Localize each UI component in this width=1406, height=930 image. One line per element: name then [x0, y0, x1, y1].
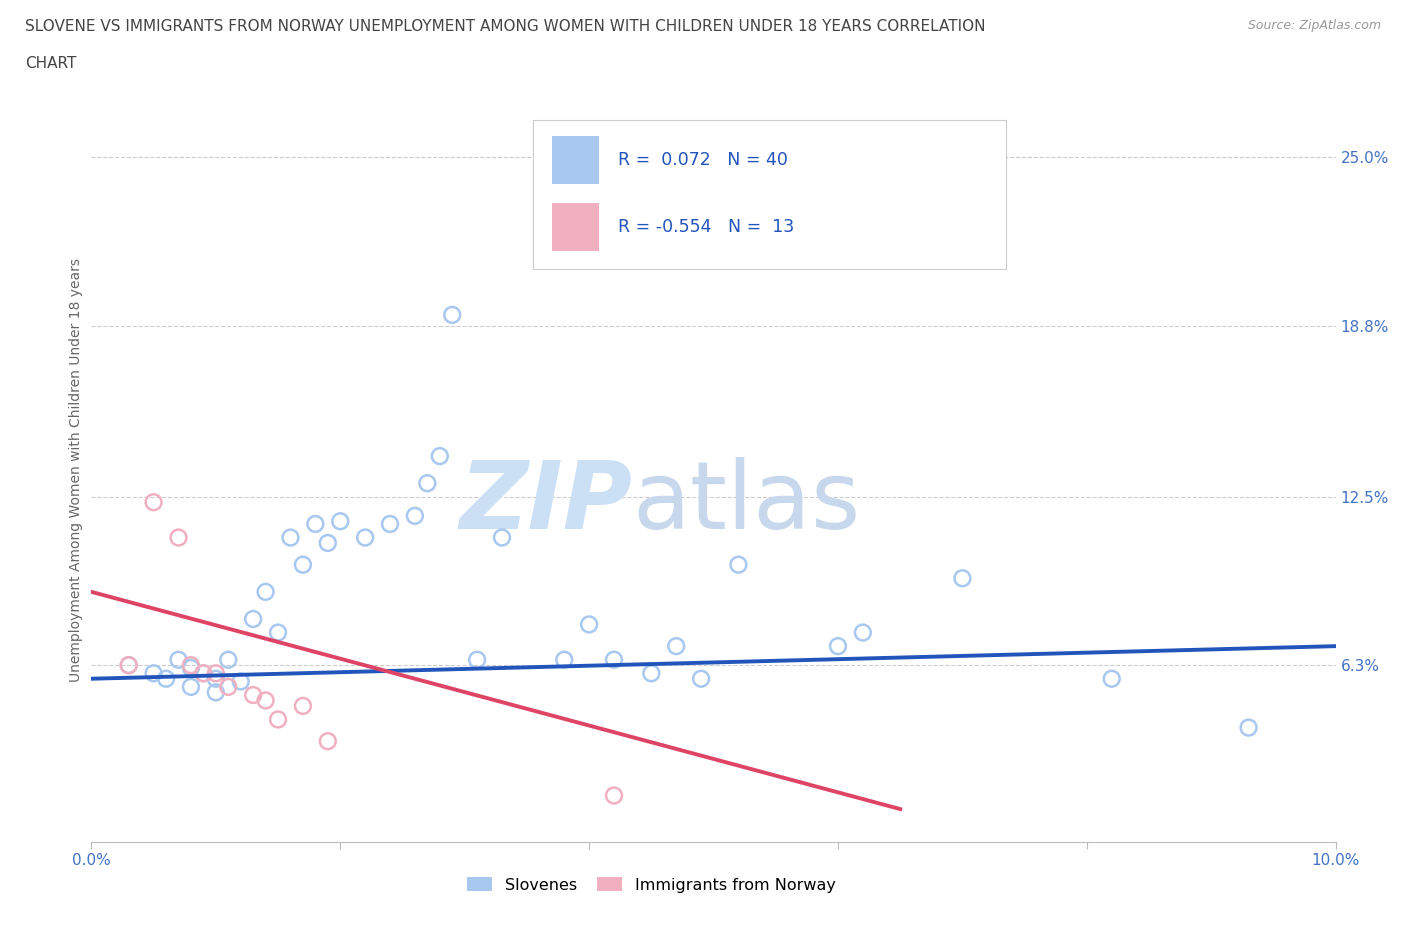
- Point: [205, 666, 228, 681]
- Point: [142, 495, 165, 510]
- Point: [167, 652, 190, 667]
- Point: [603, 788, 626, 803]
- Point: [118, 658, 141, 672]
- Point: [416, 476, 439, 491]
- Point: [142, 666, 165, 681]
- Point: [254, 693, 277, 708]
- Point: [242, 687, 264, 702]
- Point: [465, 652, 488, 667]
- Point: [640, 666, 662, 681]
- Point: [280, 530, 302, 545]
- Point: [1237, 720, 1260, 735]
- Point: [155, 671, 177, 686]
- Point: [180, 660, 202, 675]
- Point: [429, 448, 451, 463]
- Point: [553, 652, 575, 667]
- Point: [765, 172, 787, 187]
- Y-axis label: Unemployment Among Women with Children Under 18 years: Unemployment Among Women with Children U…: [69, 258, 83, 682]
- Point: [205, 684, 228, 699]
- Point: [354, 530, 377, 545]
- Legend: Slovenes, Immigrants from Norway: Slovenes, Immigrants from Norway: [461, 870, 842, 899]
- Point: [267, 712, 290, 727]
- Point: [603, 652, 626, 667]
- Point: [852, 625, 875, 640]
- Point: [180, 658, 202, 672]
- Point: [727, 557, 749, 572]
- Point: [180, 680, 202, 695]
- Point: [491, 530, 513, 545]
- Point: [827, 639, 849, 654]
- Point: [404, 509, 426, 524]
- Point: [690, 671, 713, 686]
- Point: [267, 625, 290, 640]
- Point: [378, 516, 401, 531]
- Point: [316, 734, 339, 749]
- Point: [242, 612, 264, 627]
- Point: [193, 666, 215, 681]
- Point: [1101, 671, 1123, 686]
- Text: atlas: atlas: [633, 458, 860, 549]
- Point: [950, 571, 973, 586]
- Point: [291, 698, 314, 713]
- Point: [291, 557, 314, 572]
- Text: Source: ZipAtlas.com: Source: ZipAtlas.com: [1247, 19, 1381, 32]
- Point: [665, 639, 688, 654]
- Point: [329, 513, 352, 528]
- Text: CHART: CHART: [25, 56, 77, 71]
- Text: ZIP: ZIP: [460, 458, 633, 549]
- Point: [254, 584, 277, 599]
- Point: [205, 671, 228, 686]
- Point: [304, 516, 326, 531]
- Point: [217, 680, 239, 695]
- Point: [217, 652, 239, 667]
- Point: [193, 666, 215, 681]
- Point: [316, 536, 339, 551]
- Point: [441, 308, 464, 323]
- Point: [229, 674, 252, 689]
- Point: [118, 658, 141, 672]
- Text: SLOVENE VS IMMIGRANTS FROM NORWAY UNEMPLOYMENT AMONG WOMEN WITH CHILDREN UNDER 1: SLOVENE VS IMMIGRANTS FROM NORWAY UNEMPL…: [25, 19, 986, 33]
- Point: [167, 530, 190, 545]
- Point: [578, 617, 600, 631]
